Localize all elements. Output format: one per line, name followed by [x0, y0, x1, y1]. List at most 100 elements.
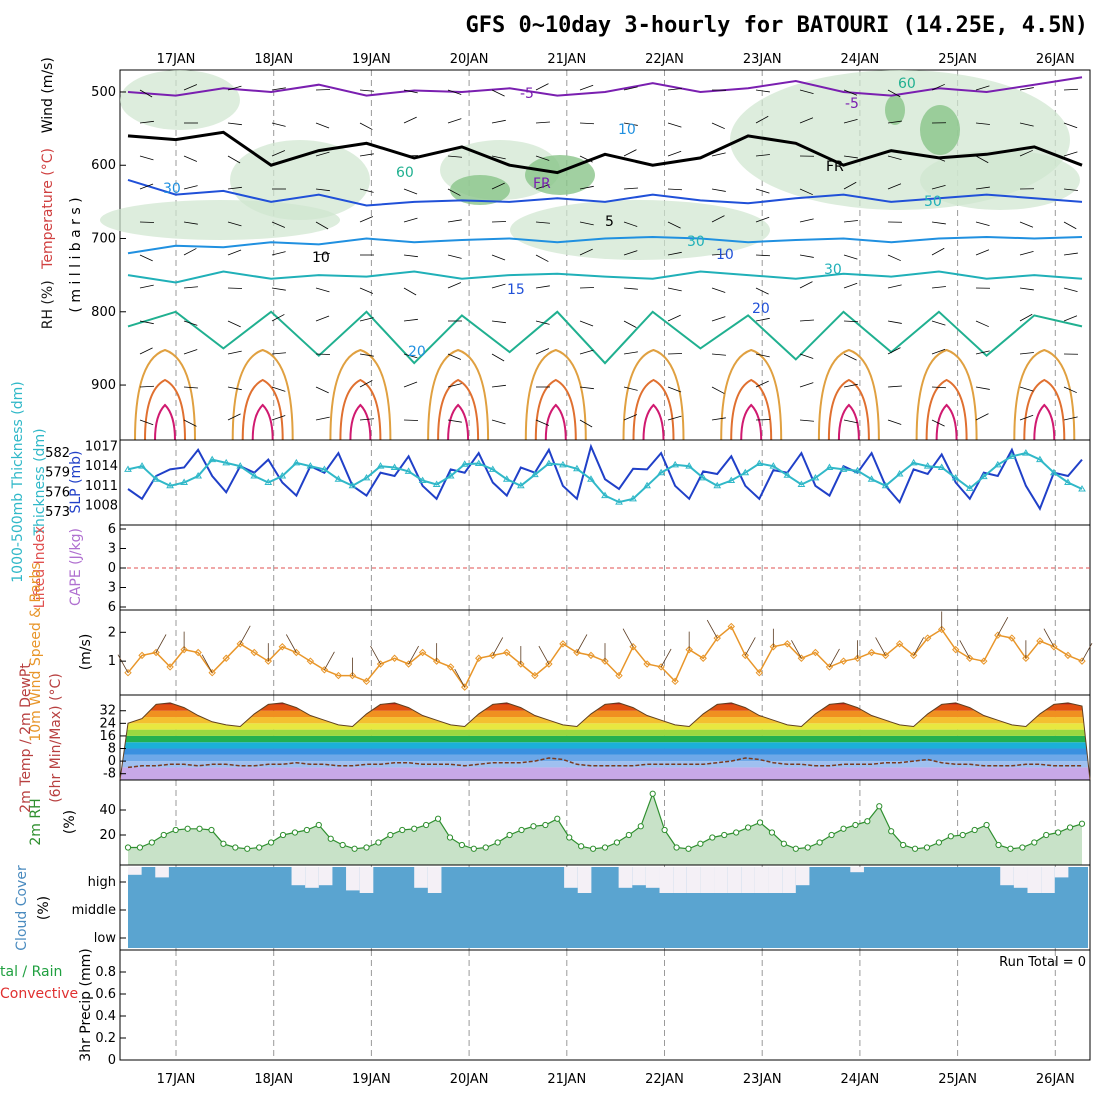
wind-barb: [183, 185, 198, 190]
rh-point: [1066, 824, 1074, 831]
boundary-temp-contour: [447, 403, 470, 441]
contour-line: [127, 270, 1083, 284]
boundary-temp-contour: [339, 378, 382, 441]
wind-barb: [579, 320, 594, 327]
wind-barb: [183, 320, 198, 326]
wind-barb: [315, 416, 330, 421]
rh-shading: [510, 200, 770, 260]
wind-speed-point: [362, 677, 371, 686]
wind-speed-point: [1008, 634, 1016, 642]
rh-point: [780, 840, 787, 847]
high-cloud-gap: [741, 867, 755, 893]
rh-point: [136, 844, 144, 851]
wind-barb: [271, 122, 286, 127]
wind-barb: [623, 149, 637, 157]
rh-point: [1078, 820, 1086, 827]
thickness-point: [376, 462, 385, 469]
upper-air-ylabel-part: Wind (m/s): [40, 57, 56, 133]
top-date-label: 20JAN: [450, 52, 489, 67]
thickness-point: [502, 475, 511, 482]
wind-barb: [975, 186, 990, 190]
wind-barb: [706, 619, 718, 639]
wind-speed-point: [1050, 643, 1058, 651]
wind-speed-point: [222, 654, 230, 662]
cloud-unit-label: (%): [36, 896, 52, 920]
high-cloud-gap: [1027, 867, 1042, 893]
wind-speed-point: [306, 657, 315, 665]
thickness-point: [755, 459, 764, 467]
wind-barb: [447, 282, 462, 289]
boundary-temp-contour: [632, 378, 675, 441]
wind-barb: [711, 188, 726, 192]
wind-barb: [491, 283, 506, 289]
high-cloud-gap: [632, 867, 646, 886]
temperature-tick-label: 32: [99, 704, 116, 719]
temperature-tick-label: 0: [108, 754, 116, 769]
wind-speed-point: [980, 657, 988, 665]
wind-speed-point: [390, 654, 399, 662]
boundary-temp-contour: [349, 403, 372, 441]
rh-point: [566, 834, 573, 841]
rh-point: [578, 843, 585, 850]
temperature-tick-label: 8: [108, 742, 116, 757]
precip-axis-label: 3hr Precip (mm): [78, 948, 94, 1061]
high-cloud-gap: [577, 867, 592, 893]
thickness-point: [362, 473, 371, 481]
wind-barb: [403, 318, 418, 322]
wind-speed-point: [166, 663, 174, 671]
high-cloud-gap: [346, 867, 360, 891]
rh-point: [935, 839, 943, 846]
wind-barb: [271, 150, 286, 157]
thickness-tick-label: 579: [45, 466, 70, 481]
thickness-point: [881, 481, 890, 489]
rh-point: [256, 844, 263, 851]
wind-speed-point: [489, 651, 497, 660]
rh-point: [983, 821, 990, 829]
wind-barb: [491, 155, 506, 160]
thickness-point: [657, 468, 666, 476]
precip-tick-label: 0.6: [95, 987, 116, 1002]
rh-point: [482, 844, 489, 851]
bottom-date-label: 20JAN: [450, 1072, 489, 1087]
wind-barb: [579, 386, 594, 390]
wind-barb: [227, 221, 242, 227]
wind-barb: [271, 314, 285, 322]
wind-barb: [491, 419, 506, 425]
high-cloud-gap: [714, 867, 728, 893]
wind-barb: [227, 350, 242, 355]
boundary-temp-contour: [1013, 348, 1076, 441]
contour-label: 50: [924, 194, 942, 210]
wind-speed-point: [741, 651, 750, 660]
wind-barb: [799, 382, 814, 388]
precip-tick-label: 0.2: [95, 1031, 116, 1046]
top-date-label: 24JAN: [841, 52, 880, 67]
boundary-temp-contour: [720, 348, 783, 441]
wind-barb: [1019, 287, 1034, 291]
rh-point: [756, 819, 764, 826]
wind-barb: [139, 284, 154, 289]
wind-barb: [755, 216, 770, 223]
temperature-band: [120, 704, 1090, 711]
wind-barb: [579, 221, 594, 226]
wind-barb: [315, 287, 330, 293]
cloud-axis-label: Cloud Cover: [14, 865, 30, 951]
thickness-point: [867, 475, 876, 482]
rh-point: [995, 841, 1002, 849]
wind-speed-point: [825, 663, 834, 671]
contour-label: 60: [898, 76, 916, 92]
wind-barb: [227, 413, 241, 421]
wind-barb: [931, 386, 947, 389]
thickness-point: [1050, 468, 1058, 476]
thickness-point: [643, 481, 651, 489]
thickness-tick-label: 576: [45, 485, 70, 500]
rh-point: [279, 831, 287, 839]
wind-barb: [579, 155, 593, 163]
wind-barb: [359, 317, 374, 322]
thickness-point: [1064, 478, 1072, 485]
wind-speed-point: [320, 666, 329, 674]
thickness-point: [587, 475, 595, 482]
thickness-point: [236, 462, 245, 469]
stability-panel: 6 3 0 3 6 Lifted Index CAPE (J/kg): [32, 522, 1091, 615]
